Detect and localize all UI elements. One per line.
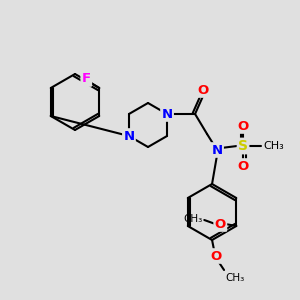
- Text: N: N: [161, 107, 172, 121]
- Text: CH₃: CH₃: [263, 141, 284, 151]
- Text: O: O: [237, 160, 249, 172]
- Text: N: N: [123, 130, 134, 142]
- Text: CH₃: CH₃: [225, 273, 244, 283]
- Text: CH₃: CH₃: [183, 214, 202, 224]
- Text: S: S: [238, 139, 248, 153]
- Text: O: O: [197, 83, 209, 97]
- Text: N: N: [212, 143, 223, 157]
- Text: F: F: [82, 73, 91, 85]
- Text: O: O: [210, 250, 222, 262]
- Text: O: O: [215, 218, 226, 230]
- Text: O: O: [237, 119, 249, 133]
